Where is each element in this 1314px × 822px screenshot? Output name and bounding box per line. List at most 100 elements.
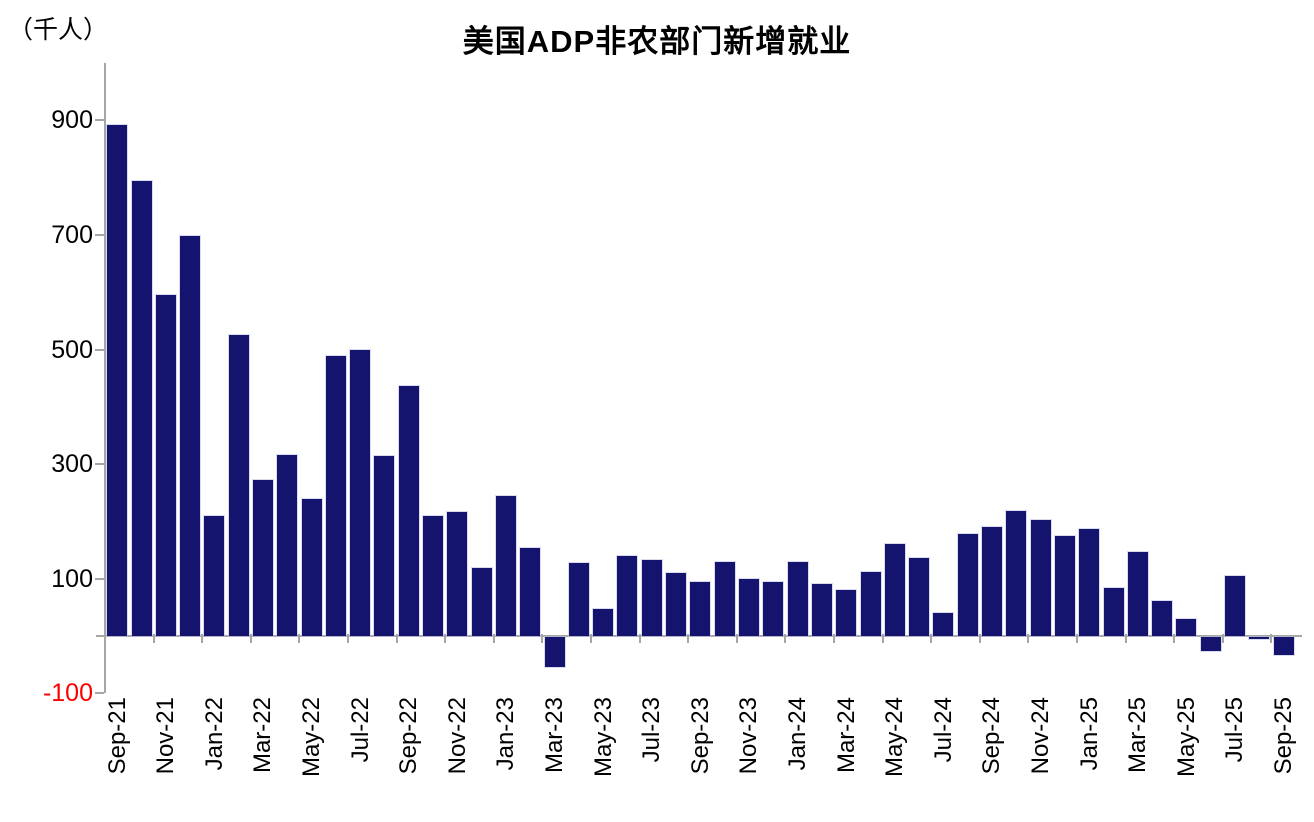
bar — [593, 609, 614, 636]
bar — [617, 555, 638, 636]
bar — [641, 560, 662, 636]
bar — [277, 454, 298, 636]
x-tick-label: Mar-22 — [249, 697, 277, 774]
y-axis-tick — [94, 577, 104, 580]
bar — [520, 547, 541, 636]
y-axis-tick — [94, 463, 104, 466]
x-axis-tick — [1221, 634, 1224, 643]
x-tick-label: Sep-25 — [1270, 697, 1298, 775]
x-tick-label: Jul-22 — [346, 697, 374, 763]
bar — [1054, 536, 1075, 636]
x-axis-tick — [152, 634, 155, 643]
y-tick-label: 500 — [51, 335, 93, 364]
bar — [325, 355, 346, 636]
y-axis-unit-label: （千人） — [8, 16, 109, 44]
x-tick-label: Sep-21 — [103, 697, 131, 775]
x-tick-label: Jan-25 — [1075, 697, 1103, 771]
x-tick-label: Mar-25 — [1124, 697, 1152, 774]
bar — [1030, 519, 1051, 636]
bar — [447, 512, 468, 636]
bar — [204, 516, 225, 636]
bar — [690, 582, 711, 636]
x-axis — [96, 635, 1302, 637]
bar — [1152, 600, 1173, 636]
bar — [836, 590, 857, 636]
x-axis-tick — [1124, 634, 1127, 643]
bar — [131, 181, 152, 636]
x-tick-label: Sep-22 — [395, 697, 423, 775]
bar — [350, 349, 371, 636]
bar — [568, 563, 589, 636]
bar — [1273, 637, 1294, 656]
bar — [957, 534, 978, 636]
y-axis-tick — [94, 119, 104, 122]
bar — [107, 124, 128, 636]
x-axis-tick — [735, 634, 738, 643]
y-tick-label: 900 — [51, 106, 93, 135]
y-axis-tick — [94, 233, 104, 236]
x-tick-label: May-23 — [589, 697, 617, 778]
y-tick-label: 700 — [51, 220, 93, 249]
x-axis-tick — [978, 634, 981, 643]
x-axis-tick — [881, 634, 884, 643]
y-tick-label: -100 — [42, 679, 93, 708]
bar — [1006, 510, 1027, 636]
bar — [739, 578, 759, 636]
y-axis-tick — [94, 348, 104, 351]
x-axis-tick — [249, 634, 252, 643]
x-tick-label: May-25 — [1172, 697, 1200, 778]
x-axis-tick — [590, 634, 592, 643]
bar — [155, 295, 176, 636]
bar — [544, 637, 565, 667]
x-axis-tick — [1027, 634, 1030, 643]
bar — [909, 558, 929, 636]
bar — [884, 543, 905, 636]
x-tick-label: May-24 — [881, 697, 909, 778]
bar — [1103, 588, 1124, 636]
x-tick-label: Jul-25 — [1221, 697, 1249, 763]
bar — [933, 612, 954, 636]
bar — [374, 456, 395, 636]
x-tick-label: Jan-24 — [784, 697, 812, 771]
bar — [398, 386, 419, 636]
x-axis-tick — [638, 634, 641, 643]
x-tick-label: Nov-24 — [1027, 697, 1055, 775]
bar — [982, 526, 1002, 636]
bar — [1225, 576, 1245, 636]
x-axis-tick — [395, 634, 398, 643]
x-axis-tick — [541, 634, 544, 643]
bar — [301, 499, 322, 636]
bar — [1200, 637, 1221, 652]
y-axis-tick — [94, 692, 104, 695]
x-tick-label: Jan-23 — [492, 697, 520, 771]
bar — [666, 573, 686, 636]
x-axis-tick — [298, 634, 301, 643]
bar — [763, 582, 784, 636]
x-tick-label: Nov-21 — [152, 697, 180, 775]
x-tick-label: Mar-23 — [541, 697, 569, 774]
x-axis-tick — [1270, 634, 1273, 643]
x-axis-tick — [1076, 634, 1078, 643]
x-axis-tick — [784, 634, 787, 643]
x-tick-label: Nov-22 — [443, 697, 471, 775]
bar — [811, 583, 832, 636]
bar — [180, 236, 201, 636]
bar — [423, 516, 444, 636]
bar — [1079, 529, 1100, 636]
bar — [495, 495, 516, 636]
x-tick-label: May-22 — [298, 697, 326, 778]
y-tick-label: 300 — [51, 450, 93, 479]
x-axis-tick — [444, 634, 447, 643]
bar — [787, 562, 808, 636]
x-tick-label: Jan-22 — [200, 697, 228, 771]
y-axis — [103, 63, 106, 693]
x-tick-label: Jul-24 — [929, 697, 957, 763]
bar — [1127, 551, 1148, 636]
x-axis-tick — [687, 634, 690, 643]
x-tick-label: Sep-23 — [686, 697, 714, 775]
bar — [253, 480, 273, 636]
bar — [860, 571, 881, 636]
x-tick-label: Nov-23 — [735, 697, 763, 775]
x-tick-label: Mar-24 — [832, 697, 860, 774]
bar — [714, 562, 735, 636]
